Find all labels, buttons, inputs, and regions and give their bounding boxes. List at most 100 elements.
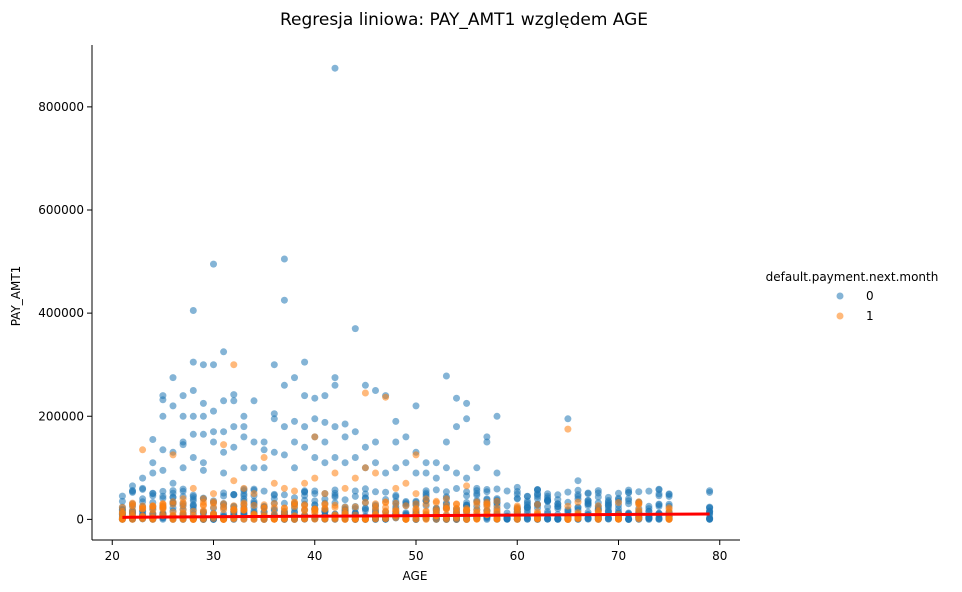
data-point [513, 508, 521, 516]
data-point [179, 509, 187, 517]
data-point [301, 423, 309, 431]
data-point [361, 381, 369, 389]
data-point [463, 482, 471, 490]
data-point [503, 487, 511, 495]
data-point [179, 392, 187, 400]
data-point [270, 361, 278, 369]
data-point [493, 469, 501, 477]
data-point [463, 415, 471, 423]
data-point [463, 499, 471, 506]
data-point [230, 443, 238, 451]
x-tick-label: 20 [105, 549, 120, 563]
data-point [250, 501, 258, 509]
data-point [240, 490, 248, 498]
data-point [301, 443, 309, 451]
data-point [311, 474, 319, 482]
y-tick-label: 400000 [38, 306, 84, 320]
legend: default.payment.next.month 0 1 [766, 270, 939, 323]
data-point [361, 464, 369, 472]
data-point [260, 438, 268, 446]
data-point [139, 446, 147, 454]
data-point [169, 508, 177, 516]
data-point [280, 296, 288, 304]
data-point [351, 492, 359, 500]
data-point [189, 430, 197, 438]
data-point [372, 500, 379, 508]
data-point [442, 502, 450, 509]
data-point [554, 491, 562, 499]
data-point [604, 497, 612, 504]
data-point [412, 402, 420, 410]
data-point [270, 500, 278, 508]
data-point [291, 374, 298, 382]
data-point [534, 495, 541, 503]
data-point [159, 505, 167, 513]
data-point [534, 501, 541, 508]
data-point [372, 459, 379, 467]
data-point [564, 415, 572, 423]
data-point [655, 492, 663, 500]
data-point [210, 407, 217, 415]
data-point [159, 466, 167, 474]
data-point [372, 505, 379, 513]
data-point [270, 410, 278, 418]
data-point [361, 504, 369, 512]
data-point [199, 412, 207, 420]
data-point [706, 515, 714, 523]
x-axis-label: AGE [403, 569, 428, 583]
data-point [432, 474, 440, 482]
data-point [351, 428, 359, 436]
y-axis-label: PAY_AMT1 [9, 266, 23, 327]
y-tick-label: 200000 [38, 409, 84, 423]
data-point [574, 477, 582, 485]
data-point [341, 496, 349, 504]
data-point [311, 505, 319, 513]
data-point [169, 402, 177, 410]
data-point [240, 433, 248, 441]
data-point [301, 502, 309, 510]
data-point [331, 486, 339, 494]
data-point [635, 488, 643, 496]
data-point [210, 438, 217, 446]
data-point [291, 438, 298, 446]
x-tick-label: 80 [712, 549, 727, 563]
legend-marker-0 [836, 292, 844, 300]
data-point [220, 428, 228, 436]
data-point [189, 387, 197, 394]
data-point [331, 423, 339, 431]
data-point [382, 393, 390, 401]
data-point [220, 506, 228, 514]
data-point [503, 502, 511, 510]
data-point [230, 397, 238, 405]
data-point [270, 491, 278, 499]
data-point [159, 487, 167, 495]
y-tick-label: 0 [76, 512, 84, 526]
legend-marker-1 [836, 312, 844, 320]
data-point [645, 505, 653, 513]
data-point [199, 507, 207, 515]
data-point [149, 490, 157, 498]
data-point [240, 464, 248, 472]
data-point [311, 433, 319, 441]
data-point [412, 500, 420, 508]
data-point [149, 436, 157, 443]
data-point [159, 492, 167, 500]
data-point [341, 484, 349, 492]
data-point [220, 397, 228, 405]
data-point [615, 489, 622, 497]
data-point [493, 485, 501, 493]
data-point [321, 500, 329, 508]
data-point [382, 488, 390, 496]
data-point [523, 506, 531, 514]
data-point [523, 499, 531, 507]
data-point [473, 464, 481, 472]
data-point [442, 495, 450, 503]
data-point [301, 392, 309, 400]
data-point [331, 374, 339, 382]
data-point [534, 508, 541, 516]
data-point [534, 514, 541, 522]
chart-title: Regresja liniowa: PAY_AMT1 względem AGE [280, 10, 648, 30]
data-point [260, 454, 268, 461]
data-point [179, 485, 187, 493]
